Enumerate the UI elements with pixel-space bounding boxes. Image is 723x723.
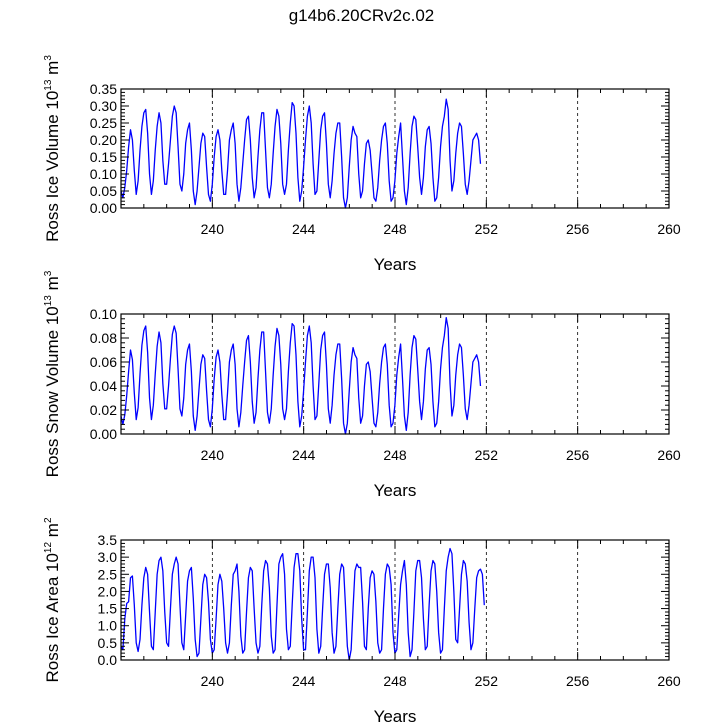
x-tick-label: 244 <box>292 221 316 237</box>
y-axis-label: Ross Ice Area 1012 m2 <box>43 517 62 682</box>
y-tick-label: 0.10 <box>90 166 117 182</box>
x-tick-label: 260 <box>657 673 681 689</box>
series-line <box>120 547 485 661</box>
x-tick-label: 252 <box>475 447 499 463</box>
x-tick-label: 240 <box>201 447 225 463</box>
y-tick-label: 0.02 <box>90 402 117 418</box>
x-axis-label: Years <box>374 707 417 723</box>
y-tick-label: 0.35 <box>90 81 117 97</box>
y-tick-label: 1.5 <box>98 601 118 617</box>
y-tick-label: 0.5 <box>98 635 118 651</box>
y-tick-label: 0.08 <box>90 330 117 346</box>
panel-ice-volume: 240 244 248 252 256 2600.000.050.100.150.200.… <box>43 55 681 274</box>
panel-ice-area: 240 244 248 252 256 260 0.00.51.01.5 2.02.53.03… <box>43 517 681 723</box>
x-tick-label: 256 <box>566 673 590 689</box>
series-line <box>120 98 482 209</box>
x-tick-label: 260 <box>657 447 681 463</box>
x-axis-label: Years <box>374 255 417 274</box>
y-tick-label: 0.10 <box>90 306 117 322</box>
y-axis-label: Ross Snow Volume 1013 m3 <box>43 270 62 477</box>
y-tick-label: 0.04 <box>90 378 117 394</box>
y-tick-label: 0.15 <box>90 149 117 165</box>
x-tick-label: 252 <box>475 673 499 689</box>
x-tick-label: 256 <box>566 221 590 237</box>
x-tick-label: 240 <box>201 221 225 237</box>
x-tick-label: 248 <box>383 673 407 689</box>
y-tick-label: 0.00 <box>90 426 117 442</box>
x-axis-label: Years <box>374 481 417 500</box>
y-tick-label: 2.5 <box>98 566 118 582</box>
y-tick-label: 0.30 <box>90 98 117 114</box>
y-tick-label: 0.0 <box>98 652 118 668</box>
y-tick-label: 0.00 <box>90 200 117 216</box>
y-tick-label: 0.25 <box>90 115 117 131</box>
x-tick-label: 248 <box>383 447 407 463</box>
plot-frame <box>120 88 670 209</box>
y-tick-label: 0.06 <box>90 354 117 370</box>
y-tick-label: 3.0 <box>98 549 118 565</box>
y-tick-label: 2.0 <box>98 583 118 599</box>
x-tick-label: 252 <box>475 221 499 237</box>
y-tick-label: 0.05 <box>90 183 117 199</box>
x-tick-label: 256 <box>566 447 590 463</box>
y-tick-label: 1.0 <box>98 618 118 634</box>
x-tick-label: 244 <box>292 447 316 463</box>
y-tick-label: 0.20 <box>90 132 117 148</box>
y-tick-label: 3.5 <box>98 532 118 548</box>
series-line <box>120 316 482 435</box>
chart-title: g14b6.20CRv2c.02 <box>288 6 435 25</box>
x-tick-label: 244 <box>292 673 316 689</box>
x-tick-label: 248 <box>383 221 407 237</box>
x-tick-label: 240 <box>201 673 225 689</box>
panel-snow-volume: 240 244 248 252 256 260 0.00 0.02 0.04 0.06 0.08 0.… <box>43 270 681 500</box>
x-tick-label: 260 <box>657 221 681 237</box>
y-axis-label: Ross Ice Volume 1013 m3 <box>43 55 62 242</box>
